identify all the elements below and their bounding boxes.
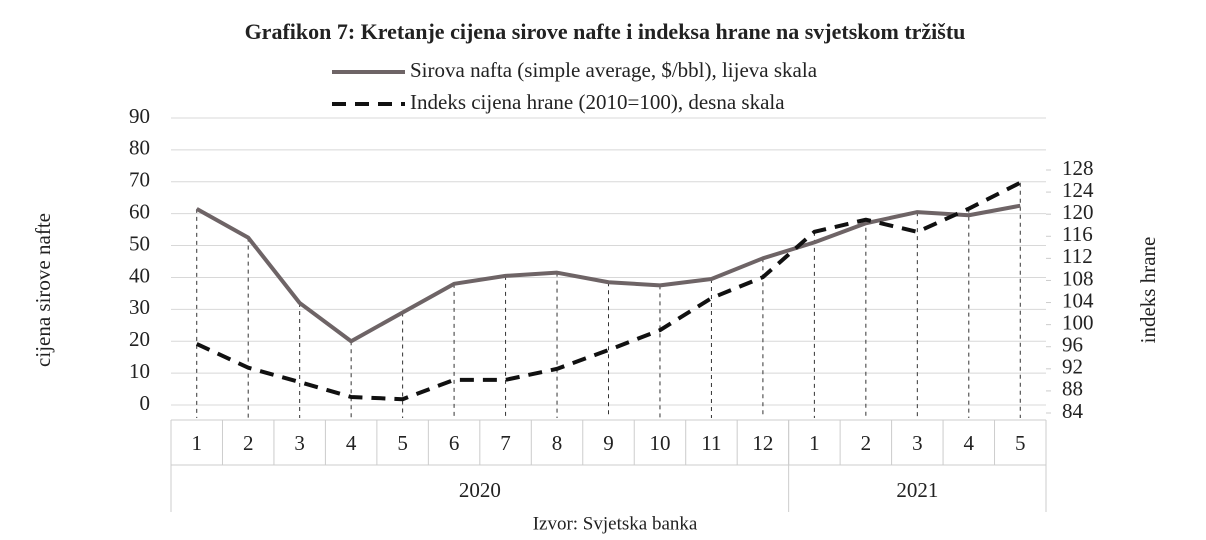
- y2-tick-label: 116: [1062, 222, 1093, 246]
- y2-tick-label: 124: [1062, 178, 1094, 202]
- y2-tick-label: 104: [1062, 288, 1094, 312]
- x-tick-label: 8: [552, 431, 563, 455]
- y2-tick-label: 88: [1062, 377, 1083, 401]
- x-tick-label: 1: [191, 431, 202, 455]
- y-tick-label: 30: [129, 295, 150, 319]
- source: Izvor: Svjetska banka: [533, 513, 698, 534]
- y2-tick-label: 120: [1062, 200, 1094, 224]
- y-tick-label: 90: [129, 104, 150, 128]
- y2-axis-label: indeks hrane: [1136, 237, 1160, 344]
- chart-title: Grafikon 7: Kretanje cijena sirove nafte…: [245, 19, 966, 44]
- x-tick-label: 3: [912, 431, 923, 455]
- x-tick-label: 3: [294, 431, 305, 455]
- y2-tick-label: 84: [1062, 399, 1084, 423]
- y-tick-label: 0: [140, 391, 151, 415]
- y2-tick-label: 96: [1062, 333, 1083, 357]
- y-tick-label: 10: [129, 359, 150, 383]
- x-tick-label: 5: [1015, 431, 1026, 455]
- series-line: [195, 180, 1022, 402]
- x-tick-label: 7: [500, 431, 511, 455]
- legend-label: Sirova nafta (simple average, $/bbl), li…: [410, 58, 818, 82]
- y-tick-label: 40: [129, 263, 150, 287]
- y2-tick-label: 108: [1062, 266, 1094, 290]
- y2-tick-label: 100: [1062, 310, 1094, 334]
- x-tick-label: 1: [809, 431, 820, 455]
- x-tick-label: 2: [861, 431, 872, 455]
- legend-label: Indeks cijena hrane (2010=100), desna sk…: [410, 90, 785, 114]
- y-tick-label: 60: [129, 199, 150, 223]
- x-tick-label: 11: [701, 431, 721, 455]
- x-tick-label: 6: [449, 431, 460, 455]
- x-tick-label: 2: [243, 431, 254, 455]
- y-tick-label: 70: [129, 168, 150, 192]
- group-label: 2021: [896, 478, 938, 502]
- y-tick-label: 80: [129, 136, 150, 160]
- y2-tick-label: 128: [1062, 156, 1094, 180]
- y-tick-label: 20: [129, 327, 150, 351]
- x-tick-label: 9: [603, 431, 614, 455]
- x-tick-label: 12: [752, 431, 773, 455]
- y-tick-label: 50: [129, 231, 150, 255]
- group-label: 2020: [459, 478, 501, 502]
- x-tick-label: 10: [649, 431, 670, 455]
- y2-tick-label: 92: [1062, 355, 1083, 379]
- x-tick-label: 5: [397, 431, 408, 455]
- y-axis-label: cijena sirove nafte: [31, 213, 55, 367]
- x-tick-label: 4: [346, 431, 357, 455]
- series-line: [195, 203, 1021, 344]
- x-tick-label: 4: [964, 431, 975, 455]
- y2-tick-label: 112: [1062, 244, 1093, 268]
